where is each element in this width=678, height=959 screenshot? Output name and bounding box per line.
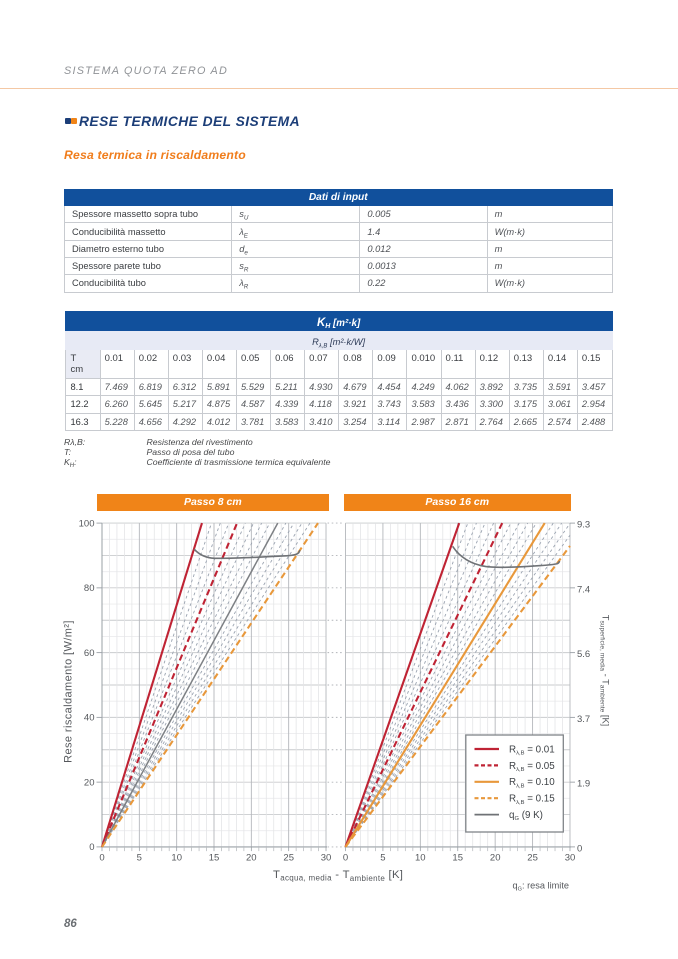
svg-text:9.3: 9.3 xyxy=(577,520,590,531)
svg-text:0: 0 xyxy=(99,853,104,864)
svg-text:Tsuperficie, media - Tambiente: Tsuperficie, media - Tambiente [K] xyxy=(598,615,610,727)
svg-text:10: 10 xyxy=(415,853,426,864)
svg-text:0: 0 xyxy=(577,844,582,855)
svg-text:10: 10 xyxy=(171,853,182,864)
svg-text:Rλ,B = 0.15: Rλ,B = 0.15 xyxy=(509,794,555,806)
svg-text:7.4: 7.4 xyxy=(577,585,590,596)
svg-text:0: 0 xyxy=(89,842,94,853)
svg-text:25: 25 xyxy=(527,853,538,864)
svg-text:30: 30 xyxy=(565,853,576,864)
svg-text:5: 5 xyxy=(137,853,142,864)
svg-text:3.7: 3.7 xyxy=(577,714,590,725)
svg-text:qG: resa limite: qG: resa limite xyxy=(513,881,569,893)
svg-text:80: 80 xyxy=(84,583,95,594)
svg-text:25: 25 xyxy=(283,853,294,864)
svg-text:20: 20 xyxy=(84,777,95,788)
svg-text:15: 15 xyxy=(209,853,220,864)
svg-text:Rλ,B = 0.05: Rλ,B = 0.05 xyxy=(509,761,555,773)
svg-text:15: 15 xyxy=(452,853,463,864)
svg-text:1.9: 1.9 xyxy=(577,779,590,790)
svg-text:qG (9 K): qG (9 K) xyxy=(509,810,543,822)
svg-text:Rese riscaldamento [W/m²]: Rese riscaldamento [W/m²] xyxy=(63,620,75,763)
svg-text:100: 100 xyxy=(79,518,95,529)
svg-text:20: 20 xyxy=(490,853,501,864)
svg-text:Tacqua, media - Tambiente [K]: Tacqua, media - Tambiente [K] xyxy=(273,869,403,883)
svg-text:40: 40 xyxy=(84,713,95,724)
svg-text:5.6: 5.6 xyxy=(577,649,590,660)
svg-text:20: 20 xyxy=(246,853,257,864)
svg-text:5: 5 xyxy=(380,853,385,864)
svg-text:Rλ,B = 0.10: Rλ,B = 0.10 xyxy=(509,777,555,789)
svg-text:30: 30 xyxy=(321,853,332,864)
svg-text:60: 60 xyxy=(84,648,95,659)
svg-text:0: 0 xyxy=(343,853,348,864)
svg-text:Rλ,B = 0.01: Rλ,B = 0.01 xyxy=(509,744,555,756)
